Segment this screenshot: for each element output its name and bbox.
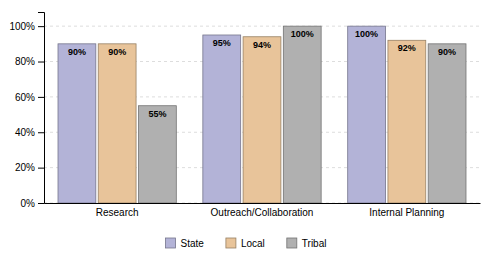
tick-label: Research xyxy=(96,207,139,218)
tick-label: 60% xyxy=(15,92,35,103)
legend-item: State xyxy=(166,238,205,249)
tick: 80% xyxy=(15,56,44,67)
bar xyxy=(58,44,96,203)
grid-line xyxy=(44,26,480,27)
tick: Outreach/Collaboration xyxy=(211,207,314,218)
tick: Internal Planning xyxy=(369,207,444,218)
legend-swatch xyxy=(226,238,236,248)
data-label: 90% xyxy=(438,47,456,57)
legend-item: Local xyxy=(226,238,265,249)
tick-mark xyxy=(38,62,44,63)
data-label: 90% xyxy=(108,47,126,57)
tick-label: 100% xyxy=(9,21,35,32)
data-label: 94% xyxy=(253,40,271,50)
tick-mark xyxy=(38,203,44,204)
bar-series xyxy=(58,26,386,203)
data-label: 95% xyxy=(213,38,231,48)
legend-item: Tribal xyxy=(287,238,327,249)
data-label: 100% xyxy=(355,29,378,39)
legend-swatch xyxy=(287,238,297,248)
data-labels: 90% 95% 100% 90% 94% 92% 55% 100% 90% xyxy=(68,29,456,119)
y-axis: 0% 20% 40% 60% 80% 100% xyxy=(9,13,44,209)
bar xyxy=(283,26,321,203)
data-label: 100% xyxy=(291,29,314,39)
bar xyxy=(243,37,281,203)
tick: Research xyxy=(96,207,139,218)
bar xyxy=(203,35,241,203)
tick: 0% xyxy=(21,198,44,209)
data-label: 92% xyxy=(398,43,416,53)
bar xyxy=(138,106,176,203)
axis-domain xyxy=(38,13,45,204)
tick: 20% xyxy=(15,162,44,173)
bars xyxy=(58,26,466,203)
tick-label: Outreach/Collaboration xyxy=(211,207,314,218)
tick: 40% xyxy=(15,127,44,138)
tick-label: 20% xyxy=(15,162,35,173)
x-axis: Research Outreach/Collaboration Internal P… xyxy=(45,204,481,219)
tick-label: 0% xyxy=(21,198,36,209)
axis-domain xyxy=(45,203,481,204)
bar-series xyxy=(138,26,466,203)
legend-label: Local xyxy=(241,238,265,249)
tick-label: 40% xyxy=(15,127,35,138)
legend-swatch xyxy=(166,238,176,248)
data-label: 55% xyxy=(148,109,166,119)
data-label: 90% xyxy=(68,47,86,57)
tick-mark xyxy=(38,132,44,133)
tick: 60% xyxy=(15,92,44,103)
tick-label: 80% xyxy=(15,56,35,67)
bar xyxy=(348,26,386,203)
chart: 90% 95% 100% 90% 94% 92% 55% 100% 90% 0% 20% 40% 60%… xyxy=(0,0,492,261)
legend: State Local Tribal xyxy=(166,238,327,249)
tick-mark xyxy=(38,26,44,27)
legend-label: State xyxy=(181,238,205,249)
tick-mark xyxy=(38,168,44,169)
tick-mark xyxy=(38,97,44,98)
bar-series xyxy=(98,37,426,203)
tick: 100% xyxy=(9,21,44,32)
bar xyxy=(428,44,466,203)
grid xyxy=(44,26,480,203)
tick-label: Internal Planning xyxy=(369,207,444,218)
bar xyxy=(98,44,136,203)
bar xyxy=(388,40,426,203)
legend-label: Tribal xyxy=(302,238,327,249)
